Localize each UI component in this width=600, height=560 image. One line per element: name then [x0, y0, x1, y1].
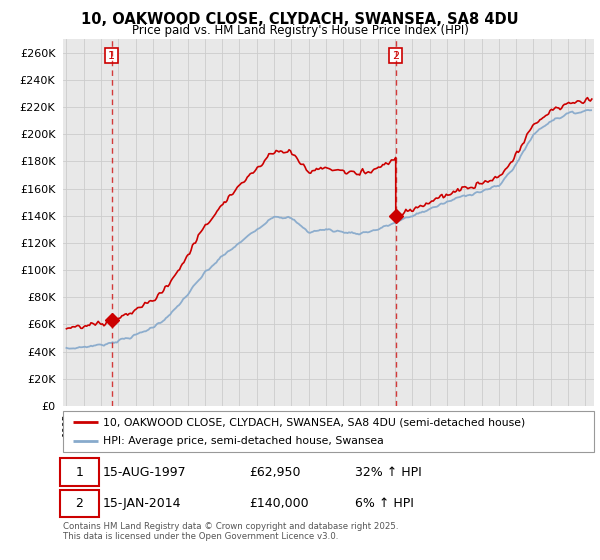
FancyBboxPatch shape: [61, 459, 98, 486]
Text: 2: 2: [392, 50, 400, 60]
Text: £62,950: £62,950: [249, 466, 301, 479]
Text: 2: 2: [76, 497, 83, 510]
FancyBboxPatch shape: [63, 411, 594, 452]
Text: Contains HM Land Registry data © Crown copyright and database right 2025.
This d: Contains HM Land Registry data © Crown c…: [63, 522, 398, 542]
Text: 32% ↑ HPI: 32% ↑ HPI: [355, 466, 422, 479]
FancyBboxPatch shape: [61, 490, 98, 517]
Text: 1: 1: [108, 50, 115, 60]
Text: Price paid vs. HM Land Registry's House Price Index (HPI): Price paid vs. HM Land Registry's House …: [131, 24, 469, 36]
Text: 15-AUG-1997: 15-AUG-1997: [103, 466, 187, 479]
Text: 6% ↑ HPI: 6% ↑ HPI: [355, 497, 414, 510]
Text: 1: 1: [76, 466, 83, 479]
Text: 10, OAKWOOD CLOSE, CLYDACH, SWANSEA, SA8 4DU (semi-detached house): 10, OAKWOOD CLOSE, CLYDACH, SWANSEA, SA8…: [103, 417, 525, 427]
Text: HPI: Average price, semi-detached house, Swansea: HPI: Average price, semi-detached house,…: [103, 436, 383, 446]
Text: 15-JAN-2014: 15-JAN-2014: [103, 497, 181, 510]
Text: 10, OAKWOOD CLOSE, CLYDACH, SWANSEA, SA8 4DU: 10, OAKWOOD CLOSE, CLYDACH, SWANSEA, SA8…: [81, 12, 519, 27]
Text: £140,000: £140,000: [249, 497, 308, 510]
